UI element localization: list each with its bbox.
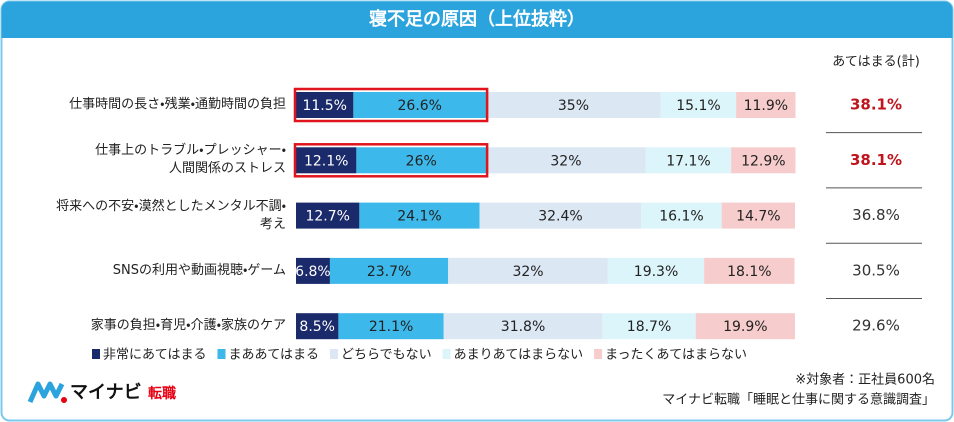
bar-segment <box>353 92 487 118</box>
logo: マイナビ 転職 <box>27 381 176 404</box>
title-band <box>1 1 953 38</box>
note: マイナビ転職「睡眠と仕事に関する意識調査」 <box>662 393 935 408</box>
bar-segment <box>356 147 487 174</box>
highlight-box <box>293 143 489 178</box>
value-label: 12.1% <box>304 153 348 169</box>
bar-segment <box>486 92 661 118</box>
value-label: 12.9% <box>741 153 785 169</box>
bar-segment <box>731 147 796 174</box>
value-label: 12.7% <box>305 209 349 225</box>
value-label: 8.5% <box>299 319 335 335</box>
highlight-box <box>293 87 489 123</box>
value-label: 14.7% <box>736 209 780 225</box>
value-label: 32% <box>512 264 543 280</box>
bar-segment <box>607 257 705 284</box>
legend-swatch <box>92 349 100 359</box>
legend-label: まったくあてはまらない <box>605 348 747 363</box>
bar-segment <box>721 202 795 229</box>
bar-segment <box>329 257 449 284</box>
bar-segment <box>695 313 795 340</box>
logo-dot <box>61 397 67 403</box>
legend-swatch <box>594 349 603 359</box>
category-label: 将来への不安・漠然としたメンタル不調・ 考え <box>56 198 286 232</box>
value-label: 23.7% <box>367 264 411 280</box>
category-label: SNSの利用や動画視聴・ゲーム <box>112 262 286 278</box>
legend-label: あまりあてはまらない <box>454 348 583 363</box>
value-label: 19.9% <box>723 319 767 335</box>
bar-segment <box>296 147 357 174</box>
chart-title: 寝不足の原因（上位抜粋） <box>369 8 585 30</box>
logo-brand: マイナビ <box>70 382 142 403</box>
bar-segment <box>359 202 480 229</box>
bar-segment <box>486 147 646 174</box>
value-label: 11.5% <box>302 98 346 114</box>
value-label: 26.6% <box>398 98 442 114</box>
legend-label: まああてはまる <box>228 348 318 363</box>
bar-segment <box>296 92 354 118</box>
value-label: 31.8% <box>501 319 545 335</box>
legend-label: どちらでもない <box>341 348 432 363</box>
bar-segment <box>736 92 796 118</box>
total-label: 29.6% <box>852 317 900 335</box>
bar-segment <box>704 257 795 284</box>
total-label: 30.5% <box>852 261 900 279</box>
value-label: 19.3% <box>634 264 678 280</box>
category-label: 仕事時間の長さ・残業・通勤時間の負担 <box>69 97 286 112</box>
total-label: 36.8% <box>852 206 900 224</box>
bar-segment <box>296 257 330 284</box>
total-label: 38.1% <box>850 96 902 114</box>
value-label: 16.1% <box>659 209 703 225</box>
value-label: 35% <box>558 98 589 114</box>
total-label: 38.1% <box>850 151 902 169</box>
bar-segment <box>338 313 444 340</box>
bar-segment <box>448 257 608 284</box>
legend-swatch <box>442 349 451 359</box>
logo-icon <box>27 381 65 404</box>
bar-segment <box>296 313 339 340</box>
value-label: 6.8% <box>295 264 331 280</box>
bar-segment <box>296 202 360 229</box>
legend-label: 非常にあてはまる <box>103 348 206 363</box>
legend-swatch <box>217 349 226 359</box>
value-label: 18.1% <box>727 264 771 280</box>
bar-segment <box>645 147 732 174</box>
value-label: 18.7% <box>627 319 671 335</box>
bar-segment <box>641 202 722 229</box>
value-label: 21.1% <box>369 319 413 335</box>
category-label: 家事の負担・育児・介護・家族のケア <box>90 318 286 334</box>
value-label: 17.1% <box>666 153 710 169</box>
bar-segment <box>602 313 696 340</box>
totals-title: あてはまる(計) <box>832 54 920 70</box>
value-label: 32.4% <box>538 209 582 225</box>
bar-segment <box>443 313 603 340</box>
value-label: 11.9% <box>744 98 788 114</box>
legend-swatch <box>329 349 338 359</box>
bar-segment <box>660 92 737 118</box>
value-label: 32% <box>550 153 581 169</box>
bar-segment <box>479 202 642 229</box>
logo-service: 転職 <box>148 385 176 402</box>
note: ※対象者：正社員600名 <box>795 372 935 388</box>
value-label: 24.1% <box>397 209 441 225</box>
value-label: 15.1% <box>676 98 720 114</box>
value-label: 26% <box>406 153 437 169</box>
category-label: 仕事上のトラブル・プレッシャー・ 人間関係のストレス <box>95 143 286 177</box>
